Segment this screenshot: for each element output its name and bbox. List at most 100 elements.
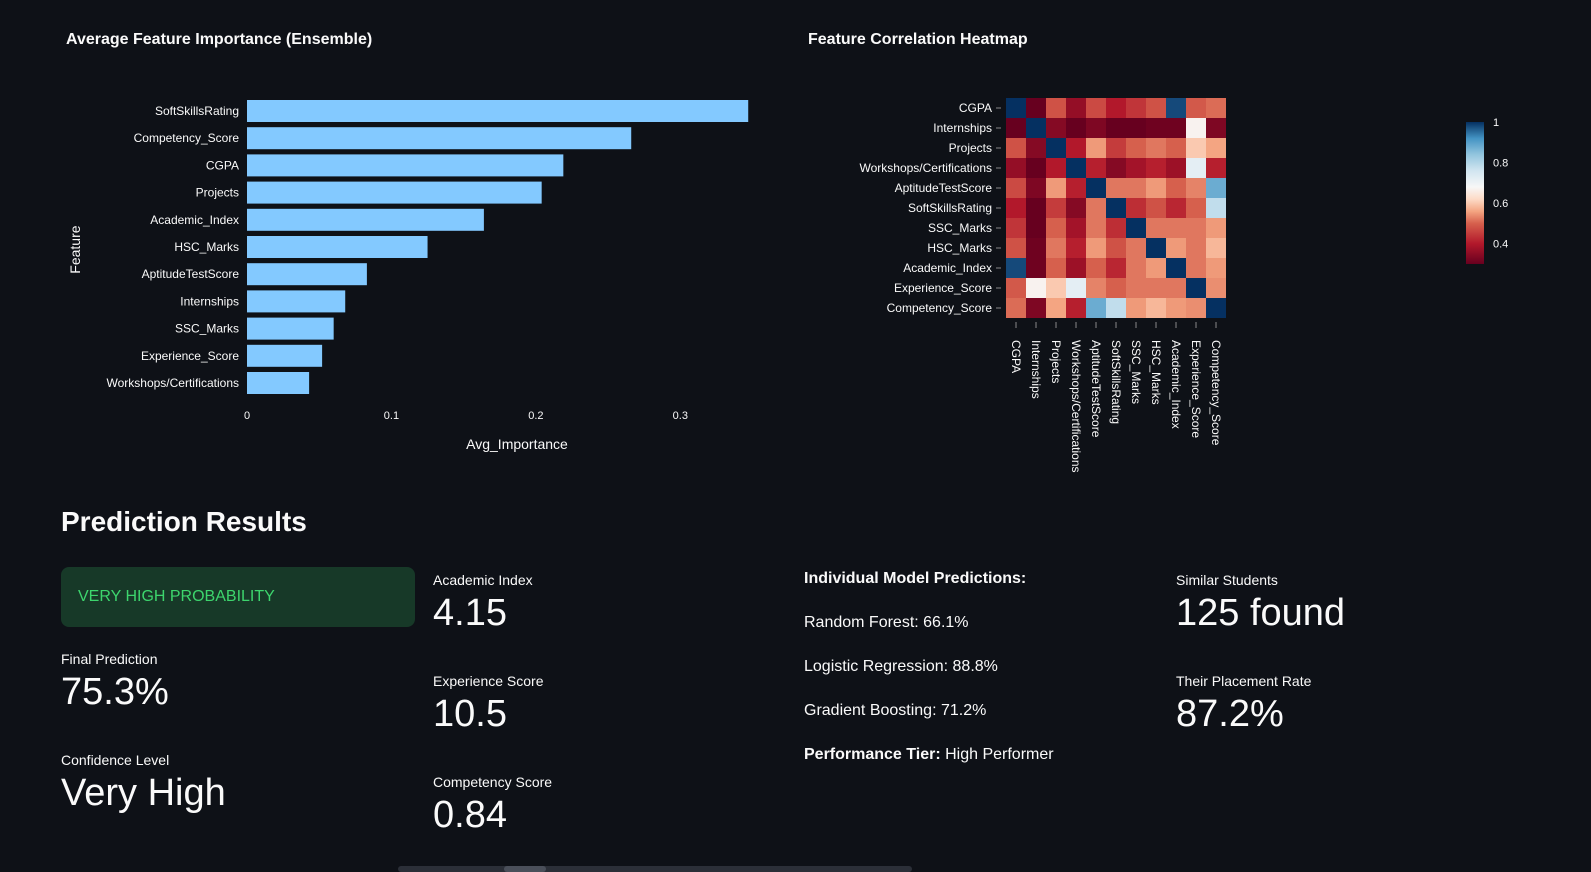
heatmap-cell[interactable] — [1066, 218, 1086, 238]
heatmap-cell[interactable] — [1206, 158, 1226, 178]
heatmap-cell[interactable] — [1106, 138, 1126, 158]
heatmap-cell[interactable] — [1066, 258, 1086, 278]
feature-importance-chart[interactable]: SoftSkillsRating Competency_Score CGPA Proj… — [0, 60, 780, 490]
bar[interactable] — [247, 263, 367, 286]
heatmap-cell[interactable] — [1046, 258, 1066, 278]
heatmap-cell[interactable] — [1186, 198, 1206, 218]
heatmap-cell[interactable] — [1006, 178, 1026, 198]
heatmap-cell[interactable] — [1146, 98, 1166, 118]
heatmap-cell[interactable] — [1166, 238, 1186, 258]
heatmap-cell[interactable] — [1186, 278, 1206, 298]
heatmap-cell[interactable] — [1046, 158, 1066, 178]
heatmap-cell[interactable] — [1206, 178, 1226, 198]
heatmap-cell[interactable] — [1106, 118, 1126, 138]
heatmap-cell[interactable] — [1026, 218, 1046, 238]
bar[interactable] — [247, 127, 632, 150]
heatmap-cell[interactable] — [1006, 198, 1026, 218]
heatmap-cell[interactable] — [1186, 238, 1206, 258]
heatmap-cell[interactable] — [1166, 158, 1186, 178]
heatmap-cell[interactable] — [1106, 158, 1126, 178]
heatmap-cell[interactable] — [1146, 118, 1166, 138]
heatmap-cell[interactable] — [1206, 238, 1226, 258]
scrollbar-thumb[interactable] — [504, 866, 546, 872]
heatmap-cell[interactable] — [1146, 298, 1166, 318]
heatmap-cell[interactable] — [1006, 98, 1026, 118]
heatmap-cell[interactable] — [1186, 98, 1206, 118]
heatmap-cell[interactable] — [1006, 158, 1026, 178]
heatmap-cell[interactable] — [1046, 198, 1066, 218]
heatmap-cell[interactable] — [1086, 178, 1106, 198]
heatmap-cell[interactable] — [1186, 158, 1206, 178]
heatmap-cell[interactable] — [1106, 238, 1126, 258]
heatmap-cell[interactable] — [1166, 198, 1186, 218]
heatmap-cell[interactable] — [1026, 158, 1046, 178]
heatmap-cell[interactable] — [1066, 238, 1086, 258]
heatmap-cell[interactable] — [1186, 178, 1206, 198]
heatmap-cell[interactable] — [1046, 138, 1066, 158]
heatmap-cell[interactable] — [1186, 298, 1206, 318]
heatmap-cell[interactable] — [1146, 178, 1166, 198]
heatmap-cell[interactable] — [1066, 278, 1086, 298]
heatmap-cell[interactable] — [1206, 138, 1226, 158]
heatmap-cell[interactable] — [1066, 298, 1086, 318]
bar[interactable] — [247, 100, 749, 122]
heatmap-cell[interactable] — [1106, 298, 1126, 318]
heatmap-cell[interactable] — [1086, 258, 1106, 278]
heatmap-cell[interactable] — [1126, 198, 1146, 218]
heatmap-cell[interactable] — [1166, 178, 1186, 198]
heatmap-cell[interactable] — [1026, 178, 1046, 198]
heatmap-cell[interactable] — [1186, 258, 1206, 278]
heatmap-cell[interactable] — [1006, 138, 1026, 158]
heatmap-cell[interactable] — [1206, 258, 1226, 278]
heatmap-cell[interactable] — [1186, 138, 1206, 158]
heatmap-cell[interactable] — [1186, 218, 1206, 238]
heatmap-cell[interactable] — [1146, 238, 1166, 258]
bar[interactable] — [247, 181, 542, 204]
heatmap-cell[interactable] — [1086, 298, 1106, 318]
heatmap-cell[interactable] — [1026, 138, 1046, 158]
heatmap-cell[interactable] — [1126, 178, 1146, 198]
heatmap-cell[interactable] — [1046, 298, 1066, 318]
heatmap-cell[interactable] — [1026, 198, 1046, 218]
heatmap-cell[interactable] — [1166, 298, 1186, 318]
heatmap-cell[interactable] — [1106, 198, 1126, 218]
heatmap-cell[interactable] — [1106, 218, 1126, 238]
heatmap-cell[interactable] — [1166, 258, 1186, 278]
heatmap-cell[interactable] — [1086, 278, 1106, 298]
heatmap-cell[interactable] — [1026, 98, 1046, 118]
heatmap-cell[interactable] — [1146, 158, 1166, 178]
bar[interactable] — [247, 236, 428, 258]
heatmap-cell[interactable] — [1066, 118, 1086, 138]
heatmap-cell[interactable] — [1006, 118, 1026, 138]
heatmap-cell[interactable] — [1006, 258, 1026, 278]
heatmap-cell[interactable] — [1146, 258, 1166, 278]
correlation-heatmap[interactable]: CGPA CGPA Internships Internships Projects Pr… — [800, 60, 1580, 500]
heatmap-cell[interactable] — [1026, 258, 1046, 278]
heatmap-cell[interactable] — [1086, 138, 1106, 158]
heatmap-cell[interactable] — [1126, 98, 1146, 118]
heatmap-cell[interactable] — [1126, 238, 1146, 258]
heatmap-cell[interactable] — [1026, 118, 1046, 138]
heatmap-cell[interactable] — [1086, 198, 1106, 218]
heatmap-cell[interactable] — [1126, 118, 1146, 138]
heatmap-cell[interactable] — [1006, 298, 1026, 318]
heatmap-cell[interactable] — [1066, 98, 1086, 118]
heatmap-cell[interactable] — [1126, 158, 1146, 178]
heatmap-cell[interactable] — [1126, 218, 1146, 238]
heatmap-cell[interactable] — [1166, 278, 1186, 298]
heatmap-cell[interactable] — [1026, 238, 1046, 258]
heatmap-cell[interactable] — [1206, 118, 1226, 138]
heatmap-cell[interactable] — [1146, 198, 1166, 218]
heatmap-cell[interactable] — [1206, 278, 1226, 298]
heatmap-cell[interactable] — [1086, 218, 1106, 238]
heatmap-cell[interactable] — [1066, 158, 1086, 178]
heatmap-cell[interactable] — [1046, 278, 1066, 298]
heatmap-cell[interactable] — [1106, 278, 1126, 298]
heatmap-cell[interactable] — [1006, 238, 1026, 258]
heatmap-cell[interactable] — [1066, 138, 1086, 158]
heatmap-cell[interactable] — [1126, 258, 1146, 278]
horizontal-scrollbar[interactable] — [398, 866, 912, 872]
heatmap-cell[interactable] — [1086, 118, 1106, 138]
bar[interactable] — [247, 290, 346, 313]
heatmap-cell[interactable] — [1086, 158, 1106, 178]
